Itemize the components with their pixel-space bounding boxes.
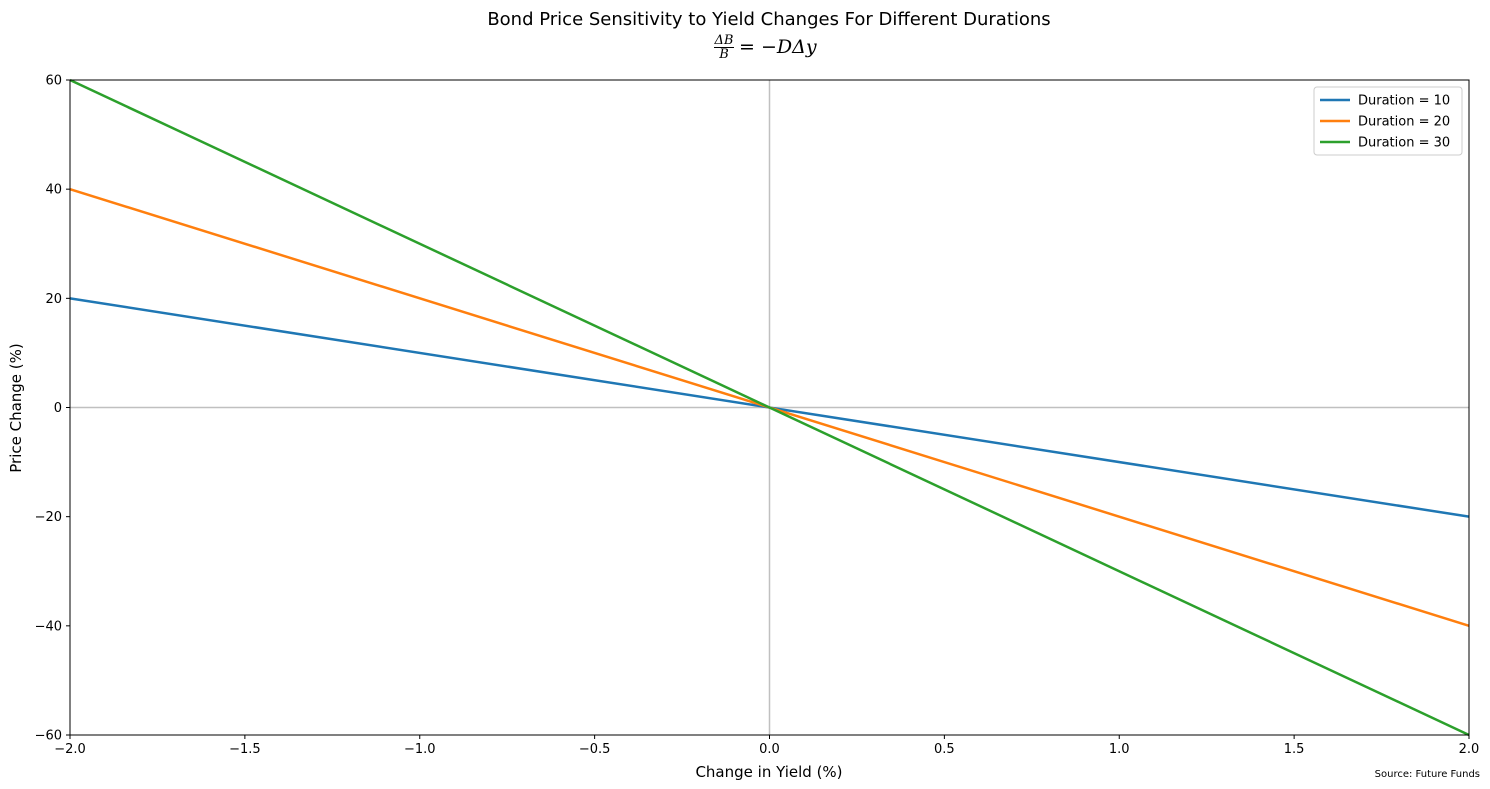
y-tick-label: 60	[45, 74, 62, 89]
y-tick-label: 20	[45, 292, 62, 307]
legend-label: Duration = 20	[1358, 115, 1450, 130]
x-axis-label: Change in Yield (%)	[695, 763, 842, 781]
y-tick-label: 40	[45, 183, 62, 198]
source-note: Source: Future Funds	[1375, 769, 1480, 780]
x-tick-label: −1.5	[229, 742, 261, 757]
y-tick-label: −60	[35, 729, 62, 744]
x-tick-label: −1.0	[404, 742, 436, 757]
y-tick-label: 0	[54, 401, 62, 416]
y-tick-label: −20	[35, 510, 62, 525]
equation-numerator: ΔB	[714, 33, 734, 48]
legend: Duration = 10 Duration = 20 Duration = 30	[1313, 86, 1463, 156]
x-tick-label: −0.5	[579, 742, 611, 757]
chart-title: Bond Price Sensitivity to Yield Changes …	[487, 9, 1050, 30]
equation-subtitle: ΔB B = −DΔy	[714, 33, 817, 62]
x-tick-label: 1.5	[1284, 742, 1305, 757]
legend-box	[1313, 86, 1463, 156]
series-lines	[69, 78, 1470, 737]
y-tick-label: −40	[35, 619, 62, 634]
equation-rhs: = −DΔy	[739, 36, 817, 58]
equation-denominator: B	[718, 47, 729, 62]
x-tick-label: 1.0	[1109, 742, 1130, 757]
legend-label: Duration = 10	[1358, 94, 1450, 109]
x-tick-label: 0.0	[759, 742, 780, 757]
y-axis-ticks: −60 −40 −20 0 20 40 60	[35, 74, 70, 744]
x-axis-ticks: −2.0 −1.5 −1.0 −0.5 0.0 0.5 1.0 1.5 2.0	[54, 735, 1479, 757]
x-tick-label: 0.5	[934, 742, 955, 757]
x-tick-label: −2.0	[54, 742, 86, 757]
legend-label: Duration = 30	[1358, 136, 1450, 151]
y-axis-label: Price Change (%)	[7, 343, 25, 473]
x-tick-label: 2.0	[1459, 742, 1480, 757]
series-line-duration-3	[69, 78, 1470, 737]
